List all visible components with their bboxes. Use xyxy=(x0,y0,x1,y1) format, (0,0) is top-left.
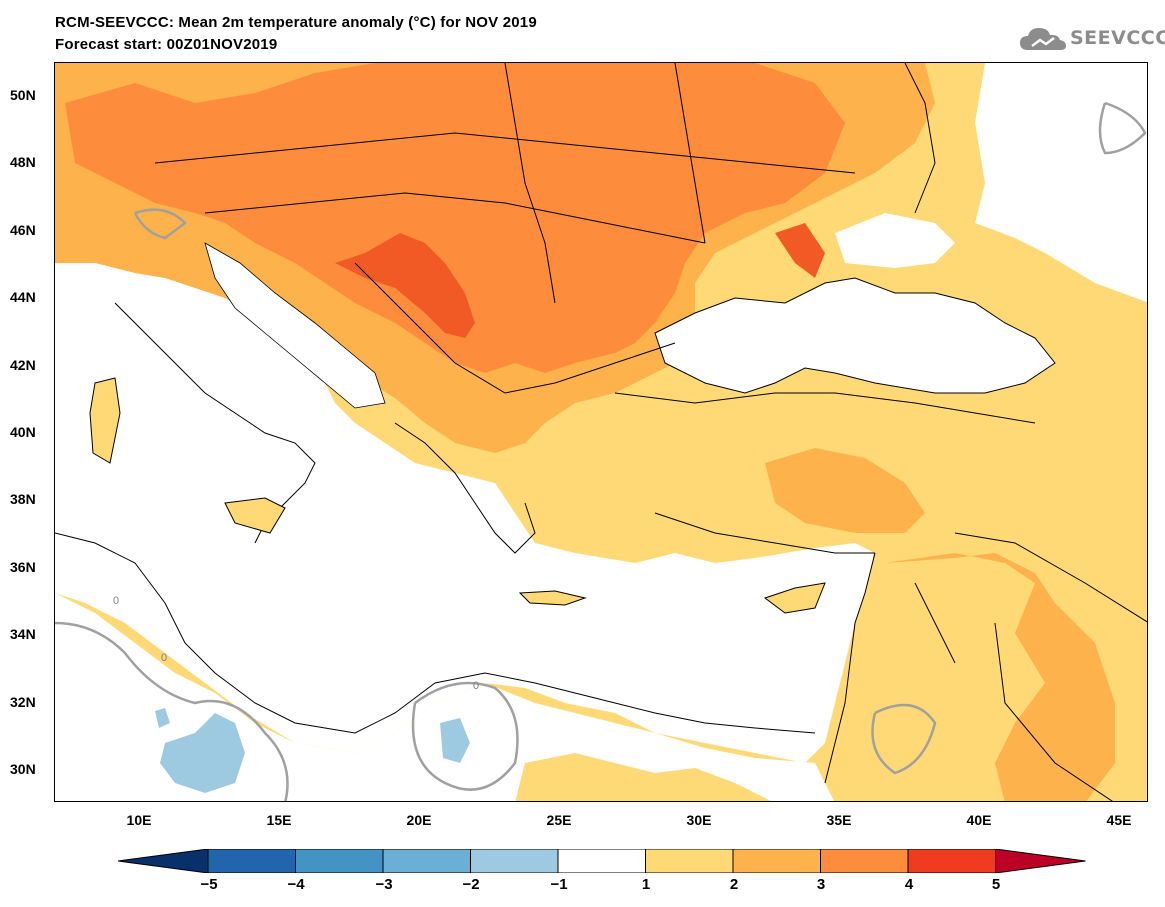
lon-label-45e: 45E xyxy=(1106,812,1132,828)
neutral-region-ne xyxy=(975,63,1147,303)
colorbar-label-1: 1 xyxy=(641,876,651,893)
zero-contour-4 xyxy=(1098,101,1147,155)
anomaly-region-neg-small xyxy=(155,708,170,728)
border-7 xyxy=(954,532,1147,623)
zero-contour-3 xyxy=(871,703,937,775)
tyrrhenian-sea xyxy=(95,303,305,463)
levant-coast xyxy=(824,552,876,784)
anomaly-region-levant-core xyxy=(885,553,1115,801)
colorbar-label-2: 2 xyxy=(729,876,739,893)
colorbar-label-m3: −3 xyxy=(375,876,393,893)
colorbar-label-m5: −5 xyxy=(200,876,218,893)
cyprus xyxy=(763,582,826,614)
crete xyxy=(518,590,587,606)
border-2 xyxy=(204,192,706,244)
lon-label-10e: 10E xyxy=(126,812,152,828)
anomaly-region-4-5 xyxy=(335,233,475,338)
colorbar-segment xyxy=(645,849,734,873)
lon-label-40e: 40E xyxy=(966,812,992,828)
south-turkey-coast xyxy=(654,512,875,554)
border-8 xyxy=(994,622,1113,801)
neutral-region-ukraine xyxy=(835,213,955,268)
black-sea xyxy=(654,277,1056,394)
colorbar-segment xyxy=(470,849,559,873)
lat-label-30n: 30N xyxy=(10,761,36,777)
north-africa xyxy=(55,593,834,801)
colorbar-extend-low xyxy=(118,849,209,873)
contour-label-0-b: 0 xyxy=(473,680,479,692)
colorbar-label-m1: −1 xyxy=(550,876,568,893)
zero-contour-2 xyxy=(411,681,519,791)
seevccc-logo: SEEVCCC xyxy=(1018,24,1165,56)
lon-label-30e: 30E xyxy=(686,812,712,828)
colorbar-segment xyxy=(907,849,996,873)
map-title: RCM-SEEVCCC: Mean 2m temperature anomaly… xyxy=(55,14,537,31)
colorbar-label-m2: −2 xyxy=(462,876,480,893)
colorbar-segment xyxy=(732,849,821,873)
colorbar-segment xyxy=(382,849,471,873)
cloud-icon xyxy=(1020,28,1066,50)
greece-coast xyxy=(394,422,536,554)
anomaly-region-4-5-crimea xyxy=(775,223,825,278)
colorbar-label-4: 4 xyxy=(904,876,914,893)
africa-coast xyxy=(55,532,816,734)
lat-label-48n: 48N xyxy=(10,154,36,170)
border-6 xyxy=(904,63,936,214)
lat-label-38n: 38N xyxy=(10,491,36,507)
logo-text: SEEVCCC xyxy=(1070,27,1165,49)
lat-label-36n: 36N xyxy=(10,559,36,575)
border-4 xyxy=(504,63,556,304)
colorbar xyxy=(118,849,1086,873)
lat-label-46n: 46N xyxy=(10,222,36,238)
border-1 xyxy=(154,132,856,174)
colorbar-segment xyxy=(557,849,646,873)
colorbar-label-5: 5 xyxy=(991,876,1001,893)
anomaly-map: 0 0 0 xyxy=(54,62,1148,802)
anomaly-region-neg-libya-east xyxy=(440,718,470,763)
zero-contour-5 xyxy=(133,208,187,240)
lon-label-20e: 20E xyxy=(406,812,432,828)
adriatic-sea xyxy=(204,242,386,409)
colorbar-segment xyxy=(207,849,296,873)
forecast-start-label: Forecast start: 00Z01NOV2019 xyxy=(55,36,278,53)
lon-label-35e: 35E xyxy=(826,812,852,828)
anomaly-region-neg-libya xyxy=(160,713,245,793)
anomaly-region-3-4 xyxy=(65,63,845,373)
border-5 xyxy=(674,63,706,244)
lon-label-25e: 25E xyxy=(546,812,572,828)
zero-contour-1 xyxy=(55,621,289,801)
colorbar-extend-high xyxy=(995,849,1086,873)
sicily xyxy=(224,497,286,534)
lat-label-50n: 50N xyxy=(10,87,36,103)
colorbar-label-3: 3 xyxy=(816,876,826,893)
lat-label-40n: 40N xyxy=(10,424,36,440)
lat-label-42n: 42N xyxy=(10,357,36,373)
sardinia xyxy=(89,377,121,464)
lat-label-44n: 44N xyxy=(10,289,36,305)
contour-label-0-c: 0 xyxy=(161,652,167,664)
lon-label-15e: 15E xyxy=(266,812,292,828)
border-3 xyxy=(354,262,676,394)
anomaly-region-africa-yellow xyxy=(515,753,771,801)
turkey-coast xyxy=(614,392,1036,424)
colorbar-segment xyxy=(295,849,384,873)
lat-label-34n: 34N xyxy=(10,626,36,642)
colorbar-segment xyxy=(820,849,909,873)
lat-label-32n: 32N xyxy=(10,694,36,710)
border-9 xyxy=(914,582,956,664)
anomaly-region-turkey-core xyxy=(765,448,925,533)
colorbar-label-m4: −4 xyxy=(287,876,305,893)
contour-label-0-a: 0 xyxy=(113,595,119,607)
